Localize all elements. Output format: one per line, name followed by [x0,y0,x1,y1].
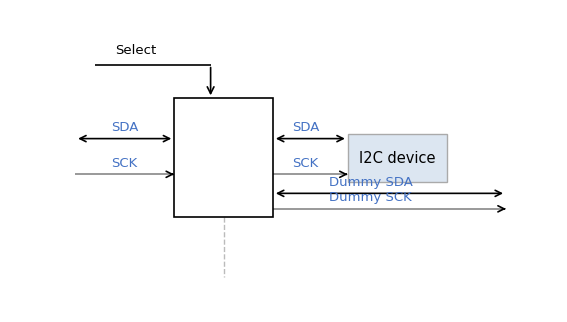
Text: SDA: SDA [111,121,138,134]
Bar [348,134,447,183]
Text: Dummy SDA: Dummy SDA [329,176,413,189]
Text: SCK: SCK [291,157,318,170]
Text: Select: Select [115,44,156,57]
Text: SCK: SCK [112,157,138,170]
Bar [174,98,273,217]
Text: Dummy SCK: Dummy SCK [329,191,412,204]
Text: SDA: SDA [291,121,319,134]
Text: I2C device: I2C device [359,151,435,166]
